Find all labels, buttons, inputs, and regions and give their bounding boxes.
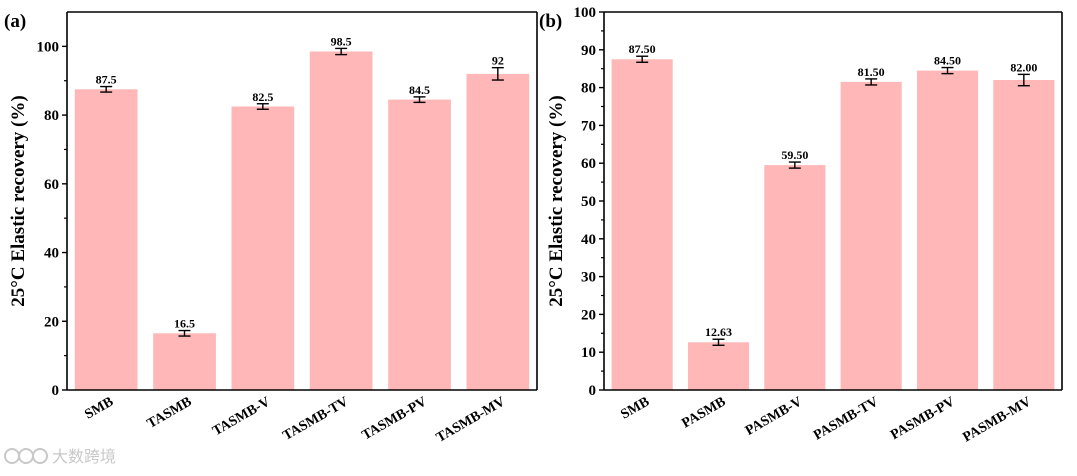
y-tick-label: 100 — [37, 39, 60, 55]
bar — [917, 70, 979, 390]
bar — [764, 165, 826, 390]
error-bar — [491, 66, 504, 81]
y-tick-label: 60 — [581, 156, 596, 172]
panel-label: (a) — [4, 11, 26, 32]
chart-panel-b: 87.50 SMB 12.63 PASMB 59.50 PASMB-V 81.50 PASMB… — [539, 5, 1063, 445]
axes — [66, 11, 538, 391]
chart-panel-a: 87.5 SMB 16.5 TASMB 82.5 TASMB-V 98.5 TASMB-TV 8… — [4, 11, 538, 446]
bar — [840, 81, 902, 391]
error-bar — [636, 55, 649, 63]
x-tick-label: TASMB-MV — [434, 394, 508, 445]
data-label: 81.50 — [858, 65, 885, 79]
data-label: 87.5 — [96, 73, 117, 87]
bar — [688, 342, 750, 390]
y-tick-label: 100 — [574, 5, 597, 21]
x-tick-label: PASMB-V — [743, 394, 805, 438]
error-bar — [100, 85, 113, 93]
data-label: 84.5 — [409, 83, 430, 97]
x-tick-label: PASMB-PV — [888, 394, 957, 443]
bar — [611, 59, 673, 391]
data-label: 87.50 — [629, 42, 656, 56]
data-label: 98.5 — [331, 34, 352, 48]
data-label: 92 — [492, 54, 504, 68]
y-tick-label: 90 — [581, 43, 596, 59]
y-tick-label: 40 — [44, 246, 59, 262]
data-label: 12.63 — [705, 325, 732, 339]
x-tick-label: SMB — [82, 394, 116, 422]
y-axis-title: 25°C Elastic recovery (%) — [546, 95, 567, 306]
x-tick-label: PASMB-MV — [961, 394, 1034, 445]
y-tick-label: 50 — [581, 194, 596, 210]
x-tick-label: TASMB-TV — [281, 394, 352, 443]
x-tick-label: SMB — [618, 394, 652, 422]
error-bar — [941, 66, 954, 75]
bar — [231, 106, 295, 390]
x-tick-label: PASMB — [679, 394, 728, 431]
watermark-logo-icon — [4, 448, 48, 464]
bar — [388, 99, 451, 390]
bar — [466, 73, 530, 391]
y-tick-label: 80 — [44, 108, 59, 124]
data-label: 84.50 — [934, 54, 961, 68]
y-tick-label: 80 — [581, 81, 596, 97]
data-label: 59.50 — [781, 148, 808, 162]
watermark-text: 大数跨境 — [52, 447, 116, 466]
y-tick-label: 0 — [52, 383, 60, 399]
x-tick-label: TASMB-V — [210, 394, 273, 439]
error-bar — [865, 78, 878, 86]
axes — [603, 11, 1063, 391]
error-bar — [788, 161, 801, 169]
y-tick-label: 0 — [589, 383, 597, 399]
y-tick-label: 30 — [581, 270, 596, 286]
bar — [309, 51, 373, 390]
y-tick-label: 20 — [581, 307, 596, 323]
y-tick-label: 10 — [581, 345, 596, 361]
x-tick-label: TASMB — [145, 394, 195, 431]
y-tick-label: 20 — [44, 314, 59, 330]
data-label: 82.00 — [1010, 60, 1037, 74]
error-bar — [256, 103, 269, 110]
data-label: 82.5 — [252, 90, 273, 104]
panel-label: (b) — [539, 11, 562, 32]
error-bar — [335, 47, 348, 56]
error-bar — [178, 329, 191, 337]
error-bar — [413, 96, 426, 104]
error-bar — [1017, 73, 1030, 87]
x-tick-label: PASMB-TV — [811, 394, 881, 443]
x-tick-label: TASMB-PV — [360, 394, 430, 443]
bar — [993, 80, 1055, 390]
y-tick-label: 70 — [581, 118, 596, 134]
y-axis-title: 25°C Elastic recovery (%) — [8, 95, 29, 306]
y-tick-label: 40 — [581, 232, 596, 248]
data-label: 16.5 — [174, 317, 195, 331]
watermark: 大数跨境 — [4, 447, 116, 466]
bar — [153, 333, 216, 390]
y-tick-label: 60 — [44, 177, 59, 193]
bar — [74, 89, 138, 391]
error-bar — [712, 338, 725, 346]
